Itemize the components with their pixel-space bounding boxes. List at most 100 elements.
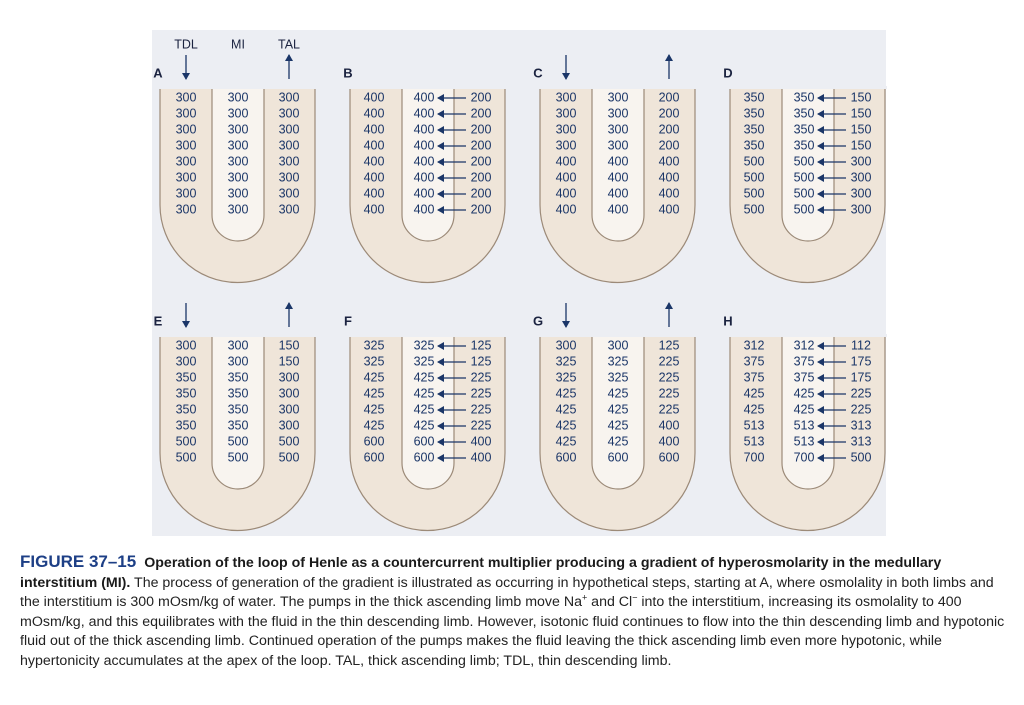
osmolality-value: 300 [608,338,629,352]
osmolality-value: 200 [471,122,492,136]
panel-label: G [533,313,543,328]
osmolality-value: 500 [744,186,765,200]
osmolality-value: 425 [364,402,385,416]
interstitium [211,335,265,490]
osmolality-value: 300 [228,154,249,168]
osmolality-value: 300 [279,154,300,168]
figure: A TDL MI TAL 300 300 300 300 300 300 300 300 300 300 3… [152,30,887,536]
osmolality-value: 125 [659,338,680,352]
osmolality-value: 400 [414,154,435,168]
osmolality-value: 300 [176,106,197,120]
osmolality-value: 300 [851,202,872,216]
osmolality-value: 425 [608,386,629,400]
top-cover [158,86,317,89]
caption-text: and Cl [587,594,633,611]
osmolality-value: 300 [228,138,249,152]
osmolality-value: 425 [608,418,629,432]
osmolality-value: 350 [228,418,249,432]
osmolality-value: 350 [228,402,249,416]
osmolality-value: 312 [744,338,765,352]
osmolality-value: 500 [176,434,197,448]
osmolality-value: 350 [228,386,249,400]
osmolality-value: 300 [279,202,300,216]
top-cover [348,334,507,337]
osmolality-value: 400 [414,138,435,152]
osmolality-value: 300 [556,122,577,136]
osmolality-value: 425 [744,402,765,416]
osmolality-value: 400 [608,186,629,200]
osmolality-value: 300 [851,170,872,184]
osmolality-value: 425 [414,386,435,400]
column-header: TDL [174,37,198,51]
osmolality-value: 300 [228,106,249,120]
osmolality-value: 150 [851,122,872,136]
osmolality-value: 400 [608,170,629,184]
osmolality-value: 200 [659,122,680,136]
osmolality-value: 300 [176,354,197,368]
osmolality-value: 300 [279,186,300,200]
osmolality-value: 200 [471,106,492,120]
osmolality-value: 300 [279,402,300,416]
osmolality-value: 400 [414,202,435,216]
osmolality-value: 425 [608,434,629,448]
osmolality-value: 300 [176,154,197,168]
osmolality-value: 150 [851,106,872,120]
osmolality-value: 600 [556,450,577,464]
osmolality-value: 513 [744,434,765,448]
osmolality-value: 400 [556,186,577,200]
top-cover [728,86,887,89]
caption-text: into the interstitium, increasing its os… [20,594,1005,669]
osmolality-value: 300 [228,122,249,136]
osmolality-value: 300 [556,90,577,104]
osmolality-value: 200 [471,202,492,216]
osmolality-value: 300 [176,90,197,104]
top-cover [538,86,697,89]
osmolality-value: 300 [279,418,300,432]
top-cover [348,86,507,89]
osmolality-value: 400 [364,186,385,200]
panel-label: B [343,65,352,80]
osmolality-value: 600 [414,434,435,448]
osmolality-value: 300 [608,106,629,120]
osmolality-value: 325 [364,338,385,352]
osmolality-value: 400 [364,138,385,152]
osmolality-value: 125 [471,354,492,368]
osmolality-value: 300 [556,138,577,152]
panel-label: A [153,65,163,80]
osmolality-value: 400 [556,170,577,184]
figure-label: FIGURE 37–15 [20,552,137,571]
osmolality-value: 500 [794,154,815,168]
osmolality-value: 325 [608,370,629,384]
osmolality-value: 300 [176,338,197,352]
osmolality-value: 500 [279,434,300,448]
osmolality-value: 125 [471,338,492,352]
osmolality-value: 513 [744,418,765,432]
osmolality-value: 375 [794,370,815,384]
osmolality-value: 225 [851,386,872,400]
osmolality-value: 425 [364,418,385,432]
top-cover [538,334,697,337]
osmolality-value: 400 [364,122,385,136]
osmolality-value: 500 [228,434,249,448]
osmolality-value: 400 [659,418,680,432]
osmolality-value: 350 [744,90,765,104]
osmolality-value: 300 [228,170,249,184]
osmolality-value: 500 [744,170,765,184]
osmolality-value: 325 [364,354,385,368]
osmolality-value: 313 [851,434,872,448]
panel-label: H [723,313,732,328]
osmolality-value: 350 [744,106,765,120]
osmolality-value: 300 [176,170,197,184]
osmolality-value: 300 [228,186,249,200]
osmolality-value: 350 [744,138,765,152]
osmolality-value: 400 [608,202,629,216]
osmolality-value: 312 [794,338,815,352]
osmolality-value: 400 [659,186,680,200]
osmolality-value: 200 [659,138,680,152]
osmolality-value: 200 [659,106,680,120]
osmolality-value: 600 [364,450,385,464]
osmolality-value: 350 [176,402,197,416]
osmolality-value: 150 [851,138,872,152]
osmolality-value: 513 [794,418,815,432]
